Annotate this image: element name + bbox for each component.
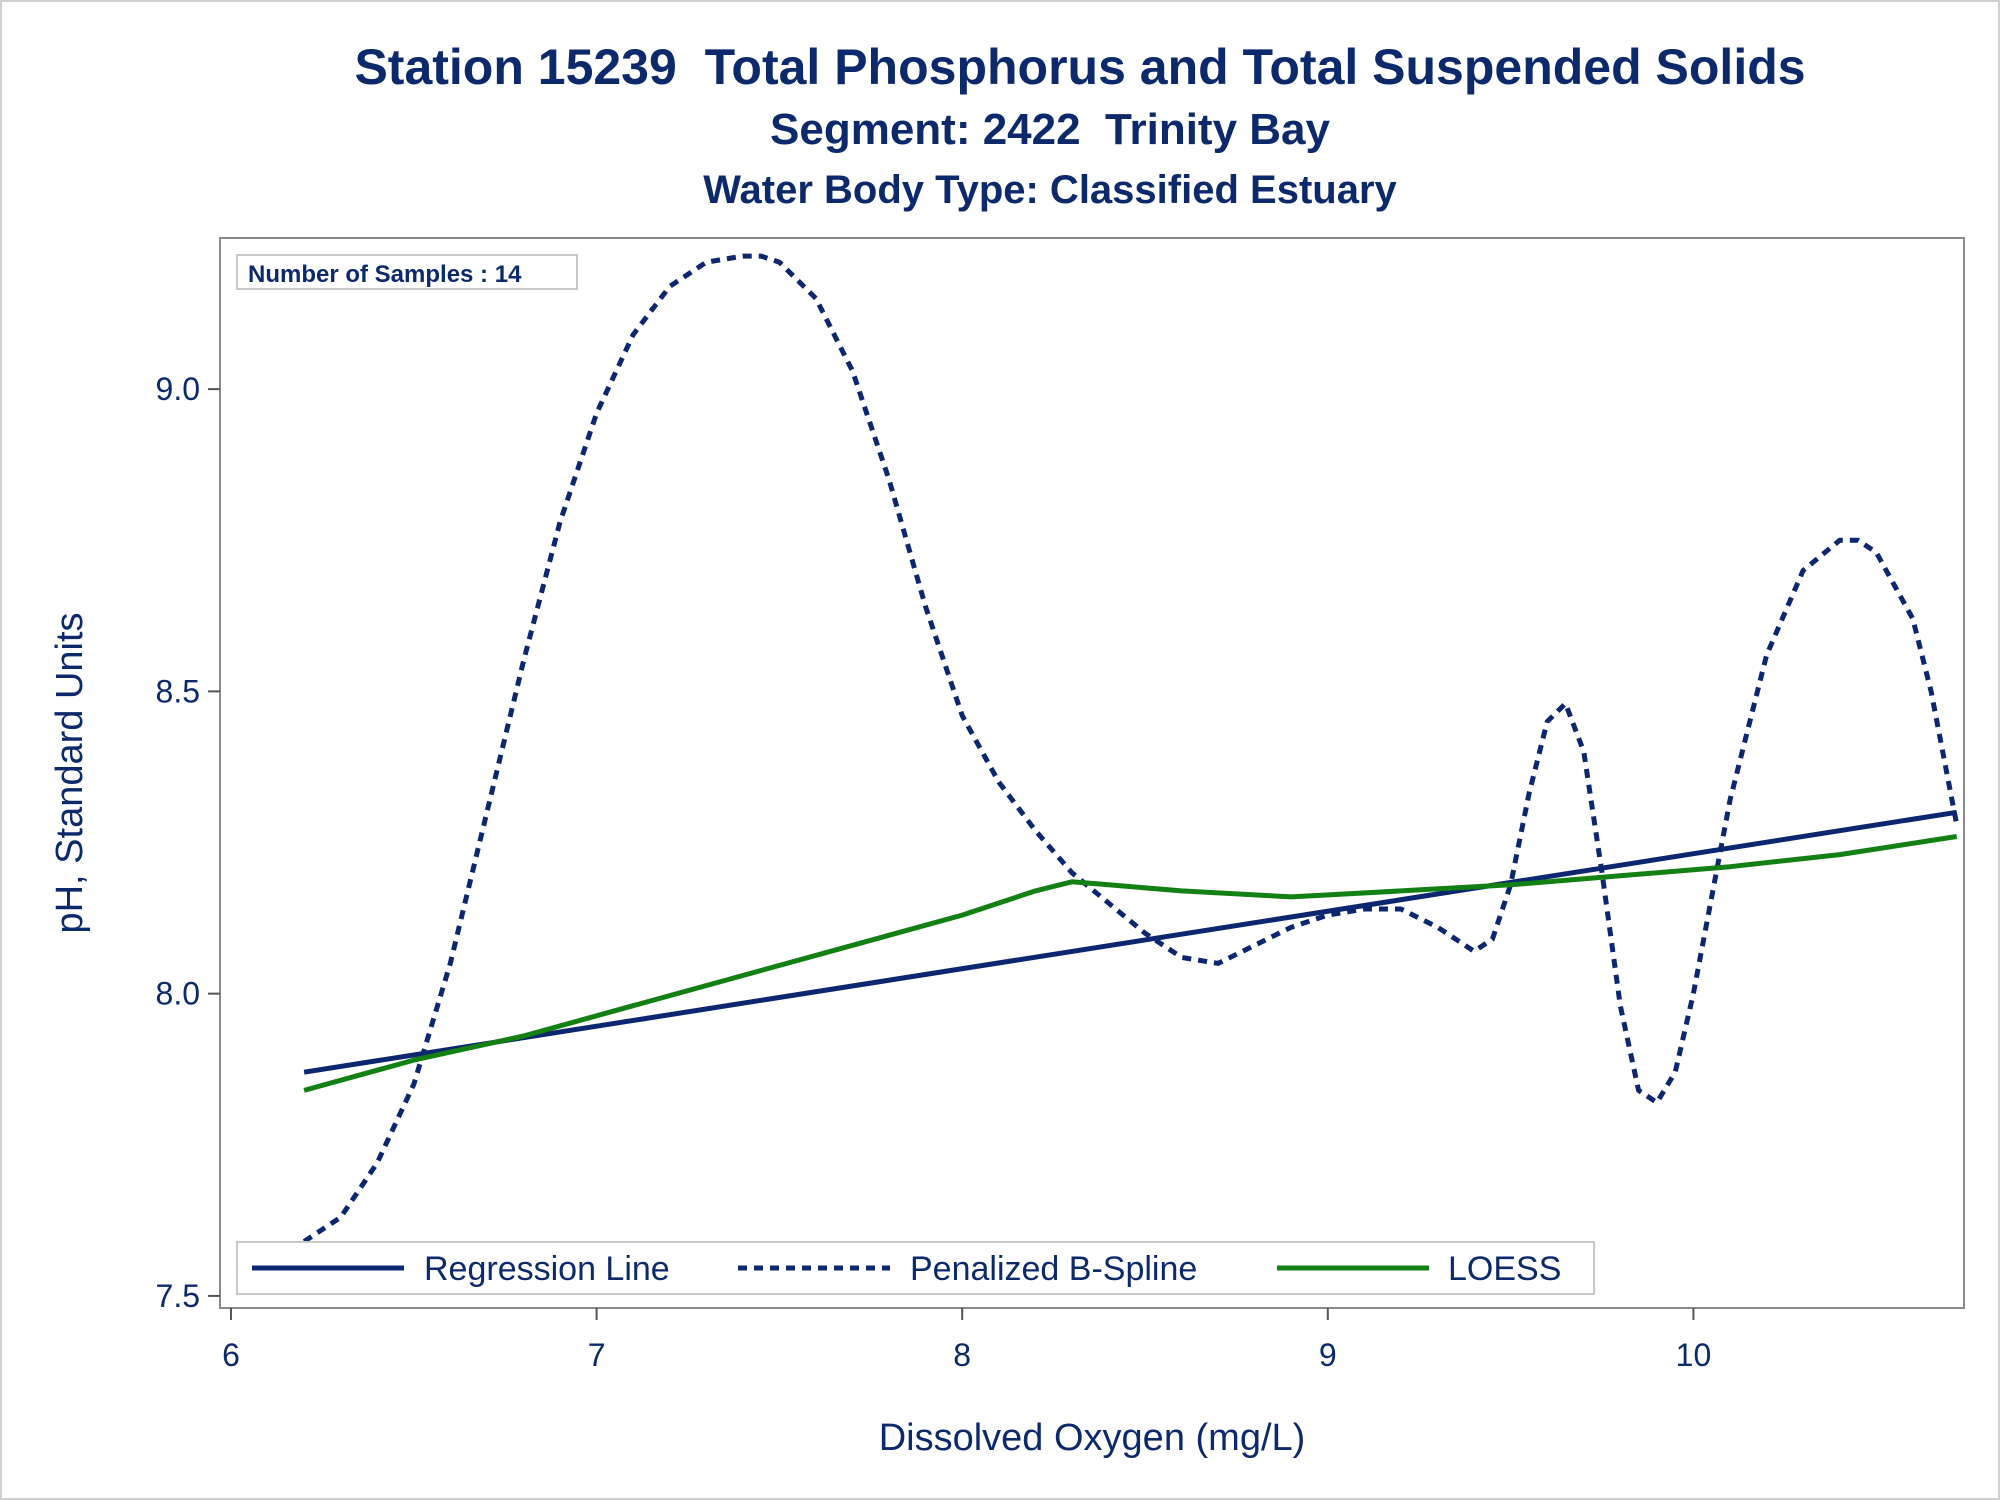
- x-tick-label: 9: [1319, 1337, 1337, 1373]
- x-axis-label: Dissolved Oxygen (mg/L): [879, 1417, 1306, 1459]
- series-penalized-b-spline: [302, 253, 1960, 1244]
- chart-title: Station 15239 Total Phosphorus and Total…: [354, 39, 1806, 95]
- sample-count-text: Number of Samples : 14: [248, 261, 522, 288]
- legend-label: LOESS: [1448, 1250, 1561, 1288]
- chart-subtitle-waterbody: Water Body Type: Classified Estuary: [703, 168, 1397, 212]
- series-layer: [302, 253, 1960, 1244]
- y-tick-label: 8.5: [156, 673, 200, 709]
- chart-subtitle-segment: Segment: 2422 Trinity Bay: [770, 105, 1330, 154]
- legend: Regression Line Penalized B-Spline LOESS: [236, 1241, 1595, 1295]
- legend-label: Regression Line: [424, 1250, 670, 1288]
- x-tick-label: 7: [588, 1337, 606, 1373]
- legend-label: Penalized B-Spline: [910, 1250, 1197, 1288]
- x-axis: 6 7 8 9 10: [222, 1308, 1711, 1373]
- series-regression-line: [303, 809, 1958, 1075]
- y-axis: 7.5 8.0 8.5 9.0: [156, 371, 220, 1314]
- plot-area: [219, 237, 1965, 1309]
- x-tick-label: 6: [222, 1337, 240, 1373]
- series-loess: [303, 834, 1958, 1093]
- y-tick-label: 9.0: [156, 371, 200, 407]
- sample-count-note: Number of Samples : 14: [236, 254, 578, 290]
- y-tick-label: 8.0: [156, 976, 200, 1012]
- x-tick-label: 10: [1676, 1337, 1712, 1373]
- y-tick-label: 7.5: [156, 1278, 200, 1314]
- y-axis-label: pH, Standard Units: [49, 612, 91, 933]
- x-tick-label: 8: [953, 1337, 971, 1373]
